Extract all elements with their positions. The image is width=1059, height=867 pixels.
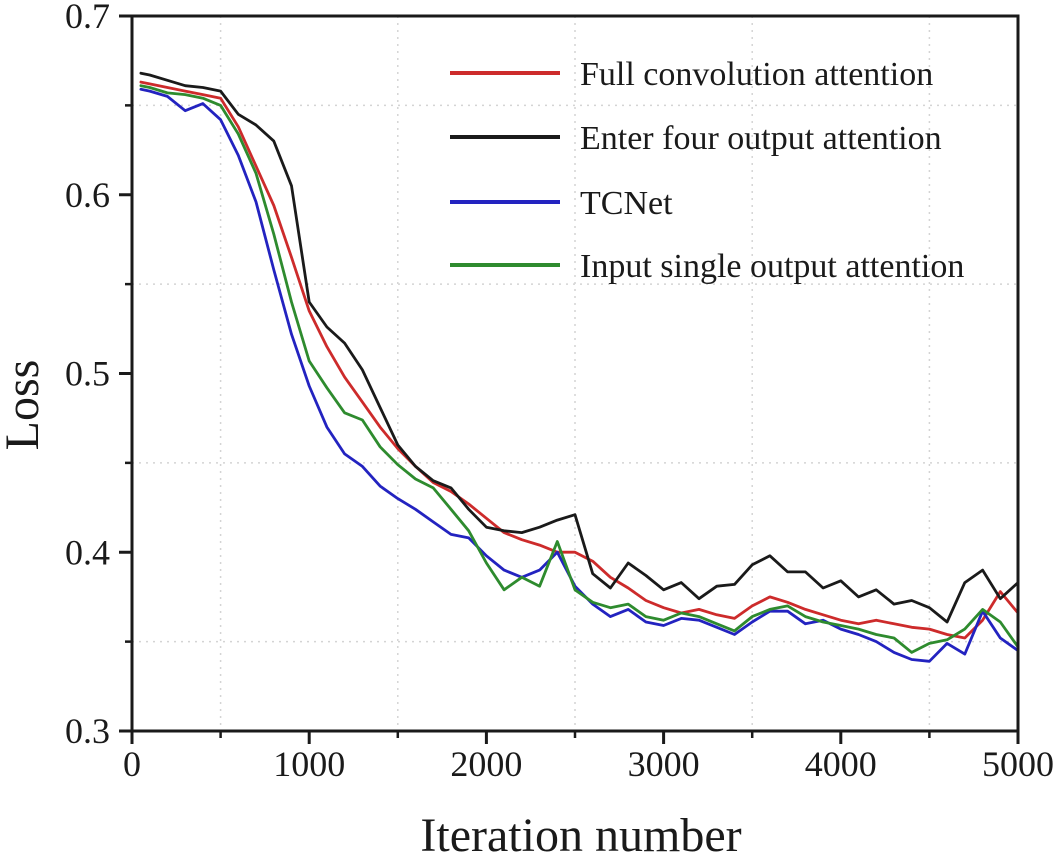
x-tick-label: 4000 <box>805 744 877 784</box>
x-axis-title: Iteration number <box>420 809 741 862</box>
series-line-input-single-output-attention <box>139 84 1020 654</box>
legend-label: Full convolution attention <box>580 56 933 93</box>
y-tick-label: 0.7 <box>65 0 110 36</box>
x-tick-label: 1000 <box>273 744 345 784</box>
legend-label: Enter four output attention <box>580 120 942 157</box>
axis-ticks <box>119 14 1020 744</box>
legend-label: TCNet <box>580 185 673 222</box>
legend-item: Input single output attention <box>450 248 964 285</box>
series-line-full-convolution-attention <box>139 80 1020 640</box>
x-tick-label: 0 <box>123 744 141 784</box>
y-tick-label: 0.6 <box>65 175 110 215</box>
legend: Full convolution attention Enter four out… <box>450 56 964 285</box>
y-tick-label: 0.3 <box>65 711 110 751</box>
legend-item: Enter four output attention <box>450 120 942 157</box>
y-axis-title: Loss <box>0 360 49 451</box>
y-tick-label: 0.5 <box>65 354 110 394</box>
y-tick-label: 0.4 <box>65 532 110 572</box>
x-tick-label: 5000 <box>982 744 1054 784</box>
axis-tick-labels: 0 1000 2000 3000 4000 5000 0.3 0.4 0.5 0.6 0.7 <box>65 0 1054 784</box>
plot-grid <box>132 16 1018 731</box>
series-line-enter-four-output-attention <box>139 71 1020 624</box>
x-tick-label: 3000 <box>628 744 700 784</box>
series-line-tcnet <box>139 87 1020 663</box>
legend-item: Full convolution attention <box>450 56 933 93</box>
legend-label: Input single output attention <box>580 248 964 285</box>
legend-item: TCNet <box>450 185 673 222</box>
series-lines <box>139 71 1020 663</box>
x-tick-label: 2000 <box>450 744 522 784</box>
